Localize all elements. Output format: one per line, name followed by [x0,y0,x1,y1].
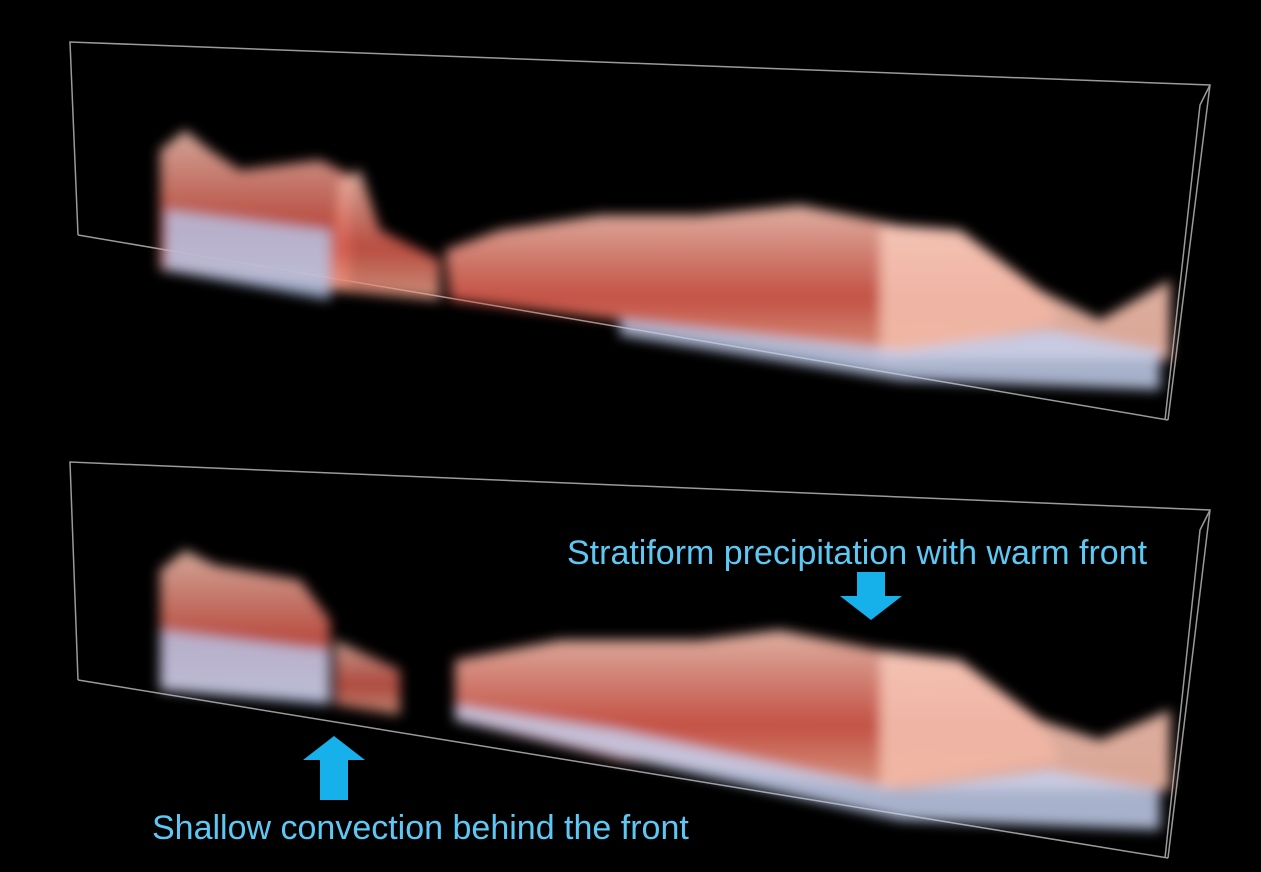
lower-volume [69,461,1211,859]
upper-volume [69,41,1211,421]
arrow-down [840,572,902,620]
box-frame [1164,84,1211,421]
box-frame [1164,509,1211,859]
cloud-field [160,550,1170,830]
annotation: Stratiform precipitation with warm front [567,534,1148,572]
cloud-field [160,130,1170,390]
arrow-up [303,736,365,800]
box-frame [69,41,1211,421]
annotation: Shallow convection behind the front [152,809,689,847]
box-frame [77,679,1169,859]
box-frame [69,461,1211,859]
